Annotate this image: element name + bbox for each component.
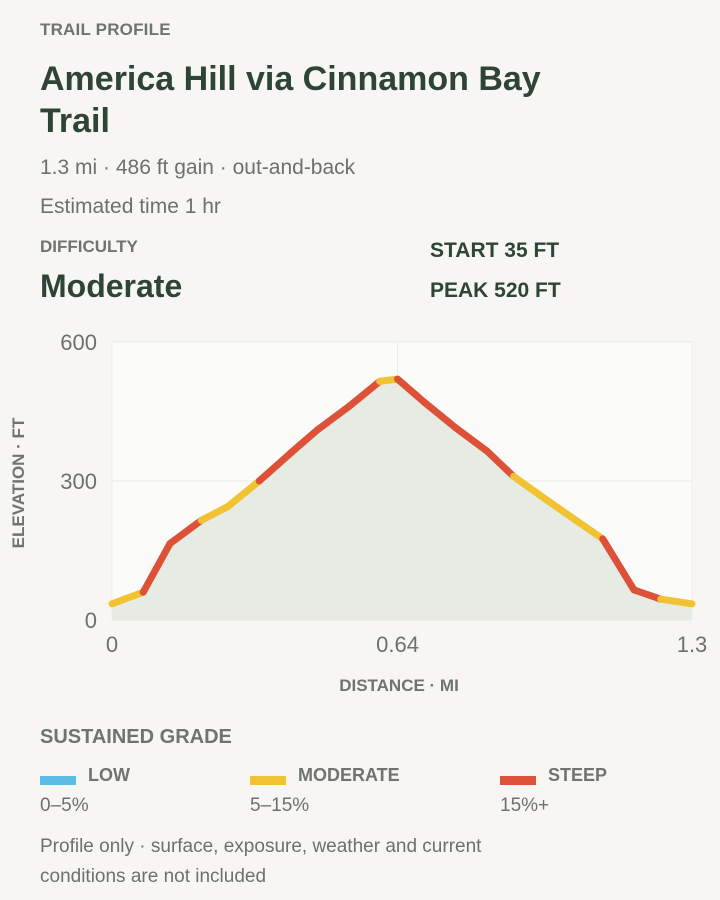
grade-segment (541, 495, 580, 524)
grade-segment (313, 403, 352, 434)
grade-segment (483, 447, 518, 480)
x-tick-label: 0 (106, 632, 118, 657)
estimated-time: Estimated time 1 hr (40, 195, 221, 218)
difficulty-label: DIFFICULTY (40, 237, 138, 256)
steep-grade-swatch (500, 776, 536, 785)
grade-legend-title: SUSTAINED GRADE (40, 726, 232, 748)
grade-segment (657, 595, 696, 608)
start-elevation: START 35 FT (430, 239, 560, 262)
legend-name: LOW (88, 765, 130, 785)
peak-elevation: PEAK 520 FT (430, 279, 561, 302)
x-axis-label: DISTANCE · MI (339, 676, 459, 695)
grade-segment (166, 516, 205, 548)
legend-range: 15%+ (500, 795, 550, 816)
grade-segment (286, 426, 321, 457)
elevation-area (112, 379, 692, 620)
grade-segment (139, 540, 174, 596)
y-axis-label: ELEVATION · FT (9, 417, 28, 548)
legend-name: MODERATE (298, 765, 400, 785)
grade-segment (599, 535, 638, 594)
grade-segment (394, 375, 428, 406)
low-grade-swatch (40, 776, 76, 785)
difficulty-value: Moderate (40, 268, 183, 304)
y-tick-label: 0 (85, 608, 97, 633)
trail-stats: 1.3 mi · 486 ft gain · out-and-back (40, 156, 356, 179)
grade-segment (572, 516, 607, 543)
grade-segment (255, 449, 294, 485)
trail-title: America Hill via Cinnamon Bay Trail (40, 60, 541, 140)
eyebrow-label: TRAIL PROFILE (40, 20, 171, 39)
legend-range: 5–15% (250, 795, 310, 816)
x-tick-label: 1.3 (677, 632, 708, 657)
moderate-grade-swatch (250, 776, 286, 785)
grade-segment (224, 477, 263, 510)
footnote: Profile only · surface, exposure, weathe… (40, 836, 482, 887)
legend-name: STEEP (548, 765, 608, 785)
elevation-chart: 0 300 600 0 0.64 1.3 DISTANCE · MI ELEVATION… (9, 330, 708, 695)
grade-segment (420, 398, 460, 432)
y-tick-label: 600 (60, 330, 97, 355)
grade-segment (510, 472, 549, 503)
grade-segment (452, 424, 491, 455)
y-tick-label: 300 (60, 469, 97, 494)
x-tick-label: 0.64 (376, 632, 419, 657)
grade-segment (197, 502, 232, 524)
grade-segment (344, 377, 384, 411)
grade-segment (108, 588, 147, 608)
legend-range: 0–5% (40, 795, 89, 816)
grade-segment (630, 586, 665, 603)
